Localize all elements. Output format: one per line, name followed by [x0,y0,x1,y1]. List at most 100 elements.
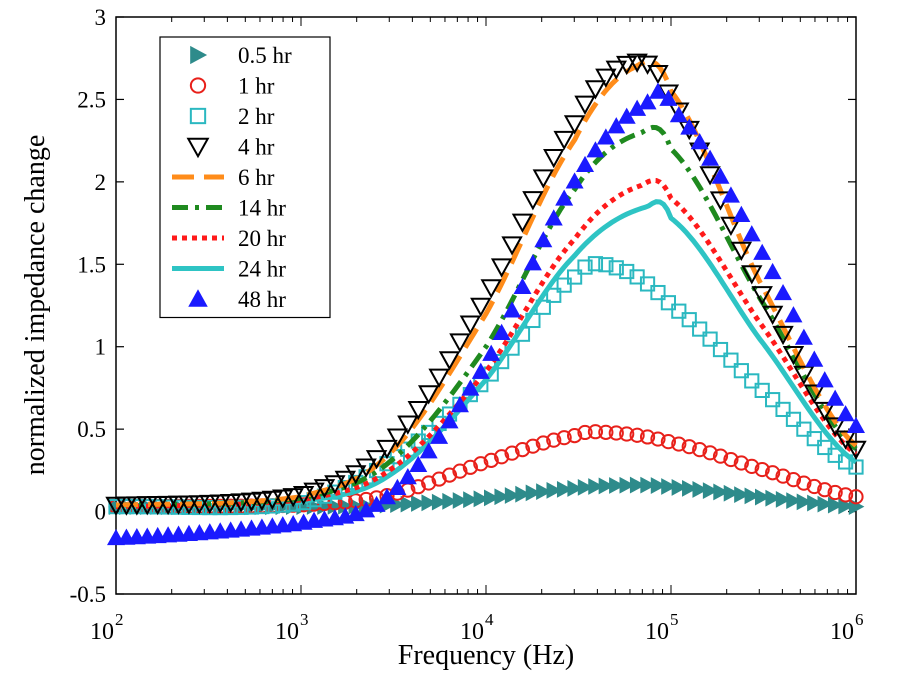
data-point [407,401,429,421]
data-point [442,492,458,510]
data-point [515,485,531,503]
data-point [671,436,687,452]
data-point [744,458,760,474]
data-point [639,276,656,292]
data-point [430,427,449,444]
data-point [619,476,636,494]
data-point [681,312,697,328]
x-tick-label: 10 [90,619,114,645]
data-point [742,225,761,242]
data-point [775,468,791,484]
data-point [462,459,478,475]
data-point [126,496,148,516]
data-point [504,445,520,461]
data-point [721,186,740,203]
data-point [775,490,792,508]
data-point [702,482,719,500]
data-point [837,487,854,503]
data-point [713,483,729,501]
data-point [167,495,190,515]
data-point [556,430,572,446]
data-point [324,475,346,495]
legend-label: 1 hr [238,74,275,99]
data-point [650,431,666,447]
data-point [421,494,438,512]
x-tick-label: 10 [645,619,669,645]
data-point [772,325,794,346]
data-point [692,442,708,458]
data-point [513,277,532,295]
x-tick-exponent: 4 [485,610,494,629]
data-point [421,475,437,491]
data-point [711,167,730,184]
data-point [609,477,625,494]
data-point [367,495,386,512]
data-point [452,492,469,509]
data-point [680,118,699,135]
data-point [782,345,805,366]
data-point [390,496,406,514]
data-point [720,216,742,237]
data-point [619,263,635,280]
series-line [115,58,858,508]
data-point [702,445,718,461]
legend-item: 1 hr [189,74,275,99]
data-point [730,241,753,261]
data-point [574,95,596,115]
data-point [723,352,739,368]
data-point [733,455,749,471]
data-point [753,243,772,260]
data-point [629,476,646,494]
legend-label: 4 hr [238,135,275,160]
data-point [357,501,376,518]
series-6-hr [115,58,858,508]
data-point [794,328,813,345]
legend: 0.5 hr 1 hr 2 hr 4 hr 6 hr 14 hr 20 hr 24 hr 48 … [159,36,331,319]
legend-item: 0.5 hr [190,43,292,68]
data-point [440,412,459,429]
data-point [836,405,855,422]
data-point [292,486,315,506]
y-tick-label: 3 [95,5,107,30]
data-point [805,350,824,367]
y-tick-label: 1 [95,335,107,360]
data-point [681,439,697,455]
data-point [546,482,563,499]
data-point [733,363,749,379]
data-point [827,496,844,514]
legend-marker-swatch [190,45,208,65]
data-point [459,315,482,335]
data-point [806,478,822,495]
data-point [817,482,833,498]
data-point [793,365,815,385]
x-tick-exponent: 3 [300,610,309,629]
data-point [494,488,511,506]
y-tick-label: 0.5 [77,417,106,442]
legend-label: 6 hr [238,165,275,190]
data-point [240,492,263,512]
data-point [669,106,688,123]
data-point [452,463,468,479]
x-tick-exponent: 5 [670,610,679,629]
data-point [577,424,593,441]
data-point [765,489,782,507]
data-point [815,371,834,388]
data-point [845,440,867,460]
data-point [209,494,231,514]
data-point [834,430,857,450]
data-point [377,488,396,505]
data-point [365,450,388,470]
y-tick-label: 2 [95,170,107,195]
data-point [525,438,541,454]
data-point [596,128,615,145]
data-point [504,487,521,504]
data-point [494,449,510,465]
data-point [712,448,729,464]
data-point [567,480,583,497]
data-point [503,301,522,318]
x-tick-label: 10 [275,619,299,645]
data-point [692,481,709,498]
data-point [398,468,417,485]
data-point [490,258,513,278]
data-point [482,344,501,361]
